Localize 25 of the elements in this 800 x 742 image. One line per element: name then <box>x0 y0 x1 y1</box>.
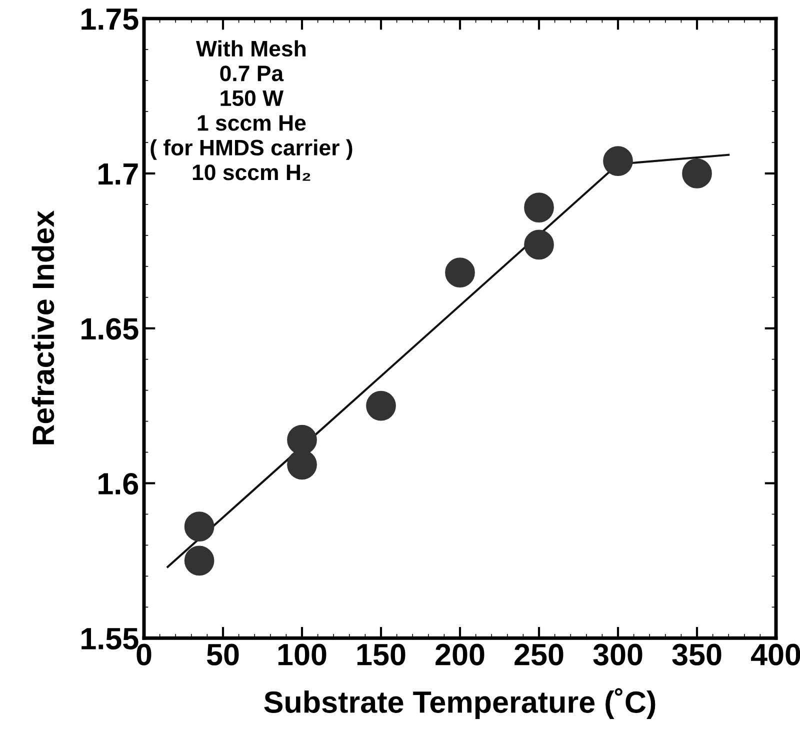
y-tick-label: 1.7 <box>98 163 138 185</box>
point <box>524 192 554 222</box>
y-tick-label: 1.65 <box>82 318 138 340</box>
x-tick-label: 400 <box>750 644 800 666</box>
point <box>445 258 475 288</box>
point <box>184 512 214 542</box>
point <box>603 146 633 176</box>
point <box>682 158 712 188</box>
point <box>366 390 396 421</box>
annotation: With Mesh 0.7 Pa 150 W 1 sccm He ( for HMDS carrier ) 10 sccm H₂ <box>150 40 352 181</box>
y-axis-title: Refractive Index <box>32 210 54 444</box>
y-tick-label: 1.6 <box>98 472 138 495</box>
x-tick-label: 300 <box>593 644 642 666</box>
x-tick-label: 250 <box>514 644 564 666</box>
y-tick-label: 1.55 <box>82 628 138 650</box>
x-tick-label: 100 <box>278 644 326 666</box>
point <box>184 546 214 576</box>
x-tick-label: 150 <box>357 644 406 666</box>
point <box>524 230 554 260</box>
x-tick-label: 200 <box>436 644 484 666</box>
x-tick-label: 50 <box>206 644 239 666</box>
x-tick-label: 0 <box>136 644 152 666</box>
x-axis-title: Substrate Temperature (˚C) <box>264 688 656 719</box>
y-tick-label: 1.75 <box>82 8 138 30</box>
x-tick-label: 350 <box>672 644 722 666</box>
